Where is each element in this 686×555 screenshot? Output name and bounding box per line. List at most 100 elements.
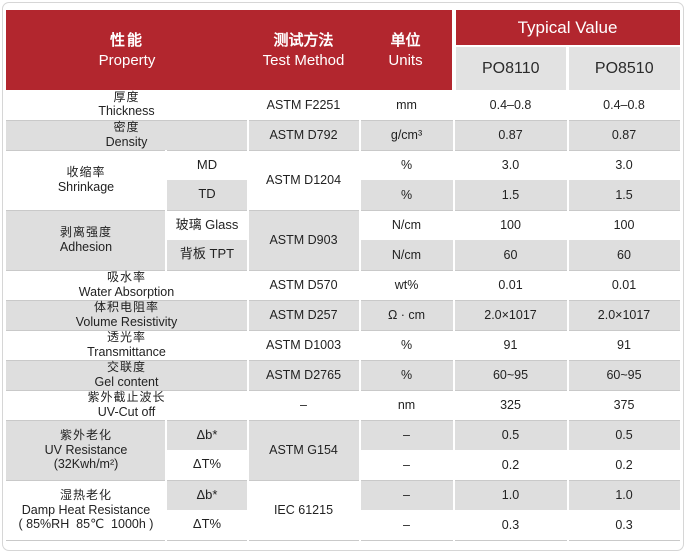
value-po8510-uv-cut-off: 375	[566, 389, 680, 420]
row-shrinkage-md: 收缩率 Shrinkage MD ASTM D1204 % 3.0 3.0	[6, 149, 680, 210]
property-volume-resistivity: 体积电阻率 Volume Resistivity	[6, 299, 248, 330]
value-po8110-shrinkage-td: 1.5	[452, 180, 568, 210]
value-po8110-gel-content: 60~95	[452, 359, 568, 390]
header-units-zh: 单位	[390, 31, 421, 49]
units-gel-content: %	[358, 359, 454, 390]
value-po8110-thickness: 0.4–0.8	[452, 90, 568, 120]
spec-table: 性能 Property 测试方法 Test Method 单位 Units Ty…	[6, 10, 680, 541]
property-transmittance: 透光率 Transmittance	[6, 329, 248, 360]
method-damp-heat: IEC 61215	[246, 479, 360, 540]
property-zh: 紫外截止波长	[87, 389, 166, 404]
header-test-method-en: Test Method	[262, 51, 345, 69]
value-po8110-uv-cut-off: 325	[452, 389, 568, 420]
sublabel-glass: 玻璃 Glass	[165, 209, 248, 240]
property-en: Damp Heat Resistance	[21, 502, 151, 517]
row-density: 密度 Density ASTM D792 g/cm³ 0.87 0.87	[6, 119, 680, 150]
value-po8510-volume-resistivity: 2.0×1017	[566, 299, 680, 330]
value-po8110-adhesion-glass: 100	[452, 209, 568, 240]
row-adhesion-tpt: 背板 TPT N/cm 60 60	[6, 240, 680, 270]
row-damp-heat-db: 湿热老化 Damp Heat Resistance ( 85%RH 85℃ 10…	[6, 479, 680, 540]
property-en: Water Absorption	[78, 284, 175, 299]
value-po8510-water-absorption: 0.01	[566, 269, 680, 300]
property-zh: 交联度	[106, 359, 146, 374]
method-shrinkage: ASTM D1204	[246, 149, 360, 210]
units-transmittance: %	[358, 329, 454, 360]
property-zh: 收缩率	[66, 164, 106, 179]
property-condition: ( 85%RH 85℃ 1000h )	[18, 516, 154, 531]
header-property-en: Property	[98, 51, 156, 69]
method-transmittance: ASTM D1003	[246, 329, 360, 360]
value-po8110-damp-heat-db: 1.0	[452, 479, 568, 510]
value-po8510-adhesion-tpt: 60	[566, 240, 680, 270]
value-po8510-thickness: 0.4–0.8	[566, 90, 680, 120]
property-gel-content: 交联度 Gel content	[6, 359, 248, 390]
units-density: g/cm³	[358, 119, 454, 150]
method-adhesion: ASTM D903	[246, 209, 360, 270]
header-typical-value: Typical Value	[451, 10, 680, 46]
sublabel-delta-t: ΔT%	[165, 450, 248, 480]
row-shrinkage-td: TD % 1.5 1.5	[6, 180, 680, 210]
units-volume-resistivity: Ω · cm	[358, 299, 454, 330]
row-thickness: 厚度 Thickness ASTM F2251 mm 0.4–0.8 0.4–0…	[6, 89, 680, 120]
row-gel-content: 交联度 Gel content ASTM D2765 % 60~95 60~95	[6, 359, 680, 390]
value-po8110-adhesion-tpt: 60	[452, 240, 568, 270]
sublabel-tpt: 背板 TPT	[165, 240, 248, 270]
property-en: Gel content	[94, 374, 159, 389]
row-transmittance: 透光率 Transmittance ASTM D1003 % 91 91	[6, 329, 680, 360]
row-water-absorption: 吸水率 Water Absorption ASTM D570 wt% 0.01 …	[6, 269, 680, 300]
header-test-method: 测试方法 Test Method	[247, 10, 360, 90]
units-damp-heat-dt: –	[358, 510, 454, 540]
units-uv-cut-off: nm	[358, 389, 454, 420]
property-en: Thickness	[98, 104, 155, 119]
sublabel-md: MD	[165, 149, 248, 180]
value-po8510-damp-heat-dt: 0.3	[566, 510, 680, 540]
property-en: Density	[105, 134, 148, 149]
property-zh: 密度	[113, 119, 140, 134]
property-uv-resistance: 紫外老化 UV Resistance (32Kwh/m²)	[6, 419, 167, 480]
units-uv-resistance-db: –	[358, 419, 454, 450]
property-en: UV-Cut off	[97, 404, 156, 419]
units-adhesion-glass: N/cm	[358, 209, 454, 240]
value-po8510-density: 0.87	[566, 119, 680, 150]
property-adhesion: 剥离强度 Adhesion	[6, 209, 167, 270]
row-adhesion-glass: 剥离强度 Adhesion 玻璃 Glass ASTM D903 N/cm 10…	[6, 209, 680, 270]
property-en: Adhesion	[59, 239, 113, 254]
header-property-zh: 性能	[109, 31, 144, 49]
value-po8510-uv-resistance-dt: 0.2	[566, 450, 680, 480]
units-uv-resistance-dt: –	[358, 450, 454, 480]
row-uv-resistance-db: 紫外老化 UV Resistance (32Kwh/m²) Δb* ASTM G…	[6, 419, 680, 480]
property-en: UV Resistance	[44, 442, 128, 457]
property-density: 密度 Density	[6, 119, 248, 150]
value-po8510-shrinkage-td: 1.5	[566, 180, 680, 210]
method-gel-content: ASTM D2765	[246, 359, 360, 390]
value-po8110-damp-heat-dt: 0.3	[452, 510, 568, 540]
row-volume-resistivity: 体积电阻率 Volume Resistivity ASTM D257 Ω · c…	[6, 299, 680, 330]
header-test-method-zh: 测试方法	[273, 31, 334, 49]
header-po8110: PO8110	[451, 45, 568, 90]
header-po8510: PO8510	[565, 45, 680, 90]
row-uv-cut-off: 紫外截止波长 UV-Cut off – nm 325 375	[6, 389, 680, 420]
property-en: Volume Resistivity	[75, 314, 178, 329]
method-volume-resistivity: ASTM D257	[246, 299, 360, 330]
header-property: 性能 Property	[6, 10, 248, 90]
property-water-absorption: 吸水率 Water Absorption	[6, 269, 248, 300]
row-uv-resistance-dt: ΔT% – 0.2 0.2	[6, 450, 680, 480]
row-damp-heat-dt: ΔT% – 0.3 0.3	[6, 510, 680, 540]
value-po8110-water-absorption: 0.01	[452, 269, 568, 300]
method-thickness: ASTM F2251	[246, 90, 360, 120]
method-uv-cut-off: –	[246, 389, 360, 420]
value-po8110-shrinkage-md: 3.0	[452, 149, 568, 180]
value-po8510-shrinkage-md: 3.0	[566, 149, 680, 180]
property-damp-heat: 湿热老化 Damp Heat Resistance ( 85%RH 85℃ 10…	[6, 479, 167, 540]
property-zh: 厚度	[113, 89, 140, 104]
property-zh: 剥离强度	[59, 224, 112, 239]
value-po8510-uv-resistance-db: 0.5	[566, 419, 680, 450]
property-en: Shrinkage	[57, 179, 115, 194]
value-po8510-adhesion-glass: 100	[566, 209, 680, 240]
sublabel-delta-t: ΔT%	[165, 510, 248, 540]
value-po8110-uv-resistance-db: 0.5	[452, 419, 568, 450]
method-uv-resistance: ASTM G154	[246, 419, 360, 480]
header-units: 单位 Units	[359, 10, 454, 90]
units-shrinkage-md: %	[358, 149, 454, 180]
value-po8110-density: 0.87	[452, 119, 568, 150]
